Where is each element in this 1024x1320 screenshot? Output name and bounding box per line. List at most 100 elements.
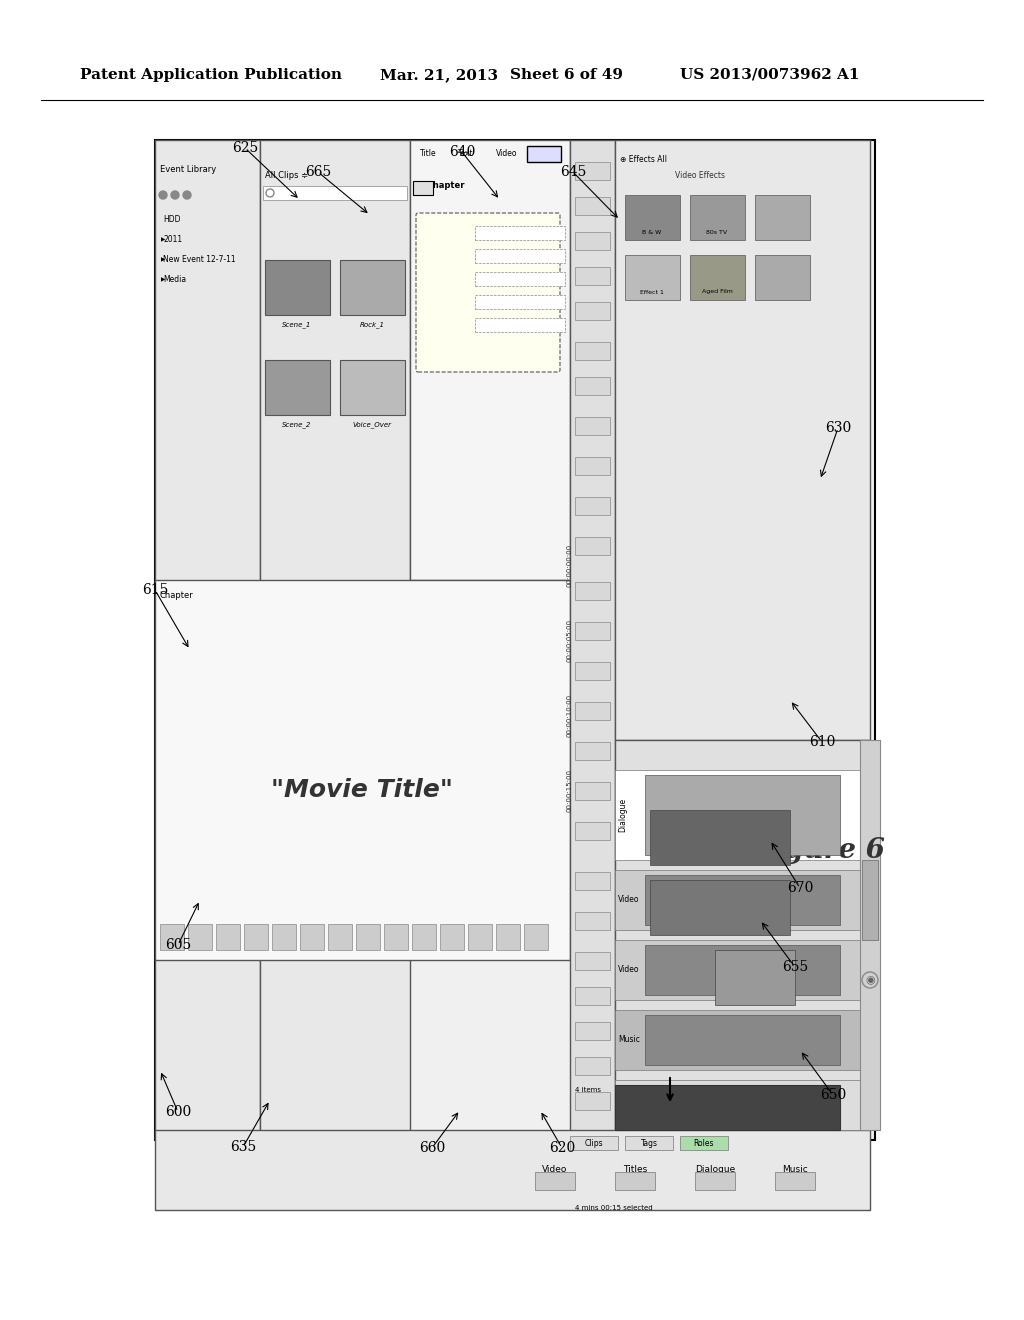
Text: New Event 12-7-11: New Event 12-7-11 [163, 256, 236, 264]
Bar [625, 1137, 673, 1150]
Bar [384, 924, 408, 950]
Text: Rock_1: Rock_1 [359, 322, 384, 329]
Text: Video: Video [496, 149, 517, 158]
Text: Video Effects: Video Effects [675, 170, 725, 180]
Bar [615, 1172, 655, 1191]
Bar [575, 498, 610, 515]
Text: Scene_2: Scene_2 [283, 421, 311, 429]
Bar [570, 1137, 618, 1150]
Bar [615, 1010, 870, 1071]
Text: 4 mins 00:15 selected: 4 mins 00:15 selected [575, 1205, 652, 1210]
Bar [575, 582, 610, 601]
Bar [680, 1137, 728, 1150]
Text: 600: 600 [165, 1105, 191, 1119]
Bar [645, 1015, 840, 1065]
Bar [413, 181, 433, 195]
Circle shape [171, 191, 179, 199]
Bar [715, 950, 795, 1005]
Bar [575, 781, 610, 800]
Text: Event Library: Event Library [160, 165, 216, 174]
Bar [775, 1172, 815, 1191]
Text: ⊕ Effects All: ⊕ Effects All [620, 156, 667, 165]
Text: Mar. 21, 2013: Mar. 21, 2013 [380, 69, 498, 82]
Text: Video: Video [543, 1166, 567, 1175]
Text: 655: 655 [782, 960, 808, 974]
Bar [615, 1085, 840, 1130]
Text: Dialogue: Dialogue [695, 1166, 735, 1175]
Text: Dialogue: Dialogue [618, 797, 627, 832]
Text: ▶: ▶ [161, 238, 165, 243]
Text: 615: 615 [141, 583, 168, 597]
Bar [690, 255, 745, 300]
Text: "Movie Title": "Movie Title" [271, 777, 453, 803]
Bar [615, 870, 870, 931]
Text: Titles: Titles [618, 1094, 627, 1115]
Bar [575, 702, 610, 719]
Bar [244, 924, 268, 950]
Bar [440, 924, 464, 950]
Bar [300, 924, 324, 950]
Text: Figure 6: Figure 6 [755, 837, 886, 863]
Text: 630: 630 [825, 421, 851, 436]
Text: 670: 670 [786, 880, 813, 895]
Bar [575, 162, 610, 180]
Bar [645, 775, 840, 855]
Bar [340, 360, 406, 414]
Bar [575, 663, 610, 680]
Text: Video: Video [618, 895, 640, 904]
Bar [340, 260, 406, 315]
Bar [695, 1172, 735, 1191]
Bar [645, 945, 840, 995]
Bar [645, 875, 840, 925]
Text: 00:00:15:00: 00:00:15:00 [567, 768, 573, 812]
Bar [575, 873, 610, 890]
Text: Chapter: Chapter [160, 590, 194, 599]
Bar [575, 267, 610, 285]
Text: 2011: 2011 [163, 235, 182, 244]
Text: 660: 660 [419, 1140, 445, 1155]
Text: US 2013/0073962 A1: US 2013/0073962 A1 [680, 69, 859, 82]
Circle shape [183, 191, 191, 199]
Bar [475, 294, 565, 309]
Bar [155, 140, 874, 1140]
Bar [160, 924, 184, 950]
Text: 665: 665 [305, 165, 331, 180]
Bar [575, 342, 610, 360]
Bar [625, 195, 680, 240]
Text: 625: 625 [231, 141, 258, 154]
Text: Text: Text [458, 149, 473, 158]
Text: Music: Music [618, 1035, 640, 1044]
Bar [475, 318, 565, 333]
Text: 605: 605 [165, 939, 191, 952]
Text: 620: 620 [549, 1140, 575, 1155]
Bar [575, 622, 610, 640]
Bar [690, 195, 745, 240]
Bar [755, 195, 810, 240]
Text: 650: 650 [820, 1088, 846, 1102]
Text: 640: 640 [449, 145, 475, 158]
Text: 00:00:00:00: 00:00:00:00 [567, 544, 573, 586]
Circle shape [159, 191, 167, 199]
Bar [475, 226, 565, 240]
Bar [475, 272, 565, 286]
Text: Music: Music [782, 1166, 808, 1175]
Bar [155, 579, 570, 960]
Text: HDD: HDD [163, 215, 180, 224]
Text: Start : 01:00:00:00: Start : 01:00:00:00 [424, 273, 494, 279]
Bar [625, 255, 680, 300]
Bar [527, 147, 561, 162]
Bar [615, 940, 870, 1001]
Bar [860, 741, 880, 1130]
Bar [412, 924, 436, 950]
Text: B & W: B & W [642, 230, 662, 235]
Bar [575, 1092, 610, 1110]
Text: Info: Info [534, 149, 549, 158]
Bar [615, 140, 870, 741]
Bar [272, 924, 296, 950]
Text: Effect 1: Effect 1 [640, 289, 664, 294]
Text: Video: Video [659, 833, 681, 842]
Text: Video: Video [659, 903, 681, 912]
Bar [535, 1172, 575, 1191]
Bar [755, 255, 810, 300]
Text: Patent Application Publication: Patent Application Publication [80, 69, 342, 82]
